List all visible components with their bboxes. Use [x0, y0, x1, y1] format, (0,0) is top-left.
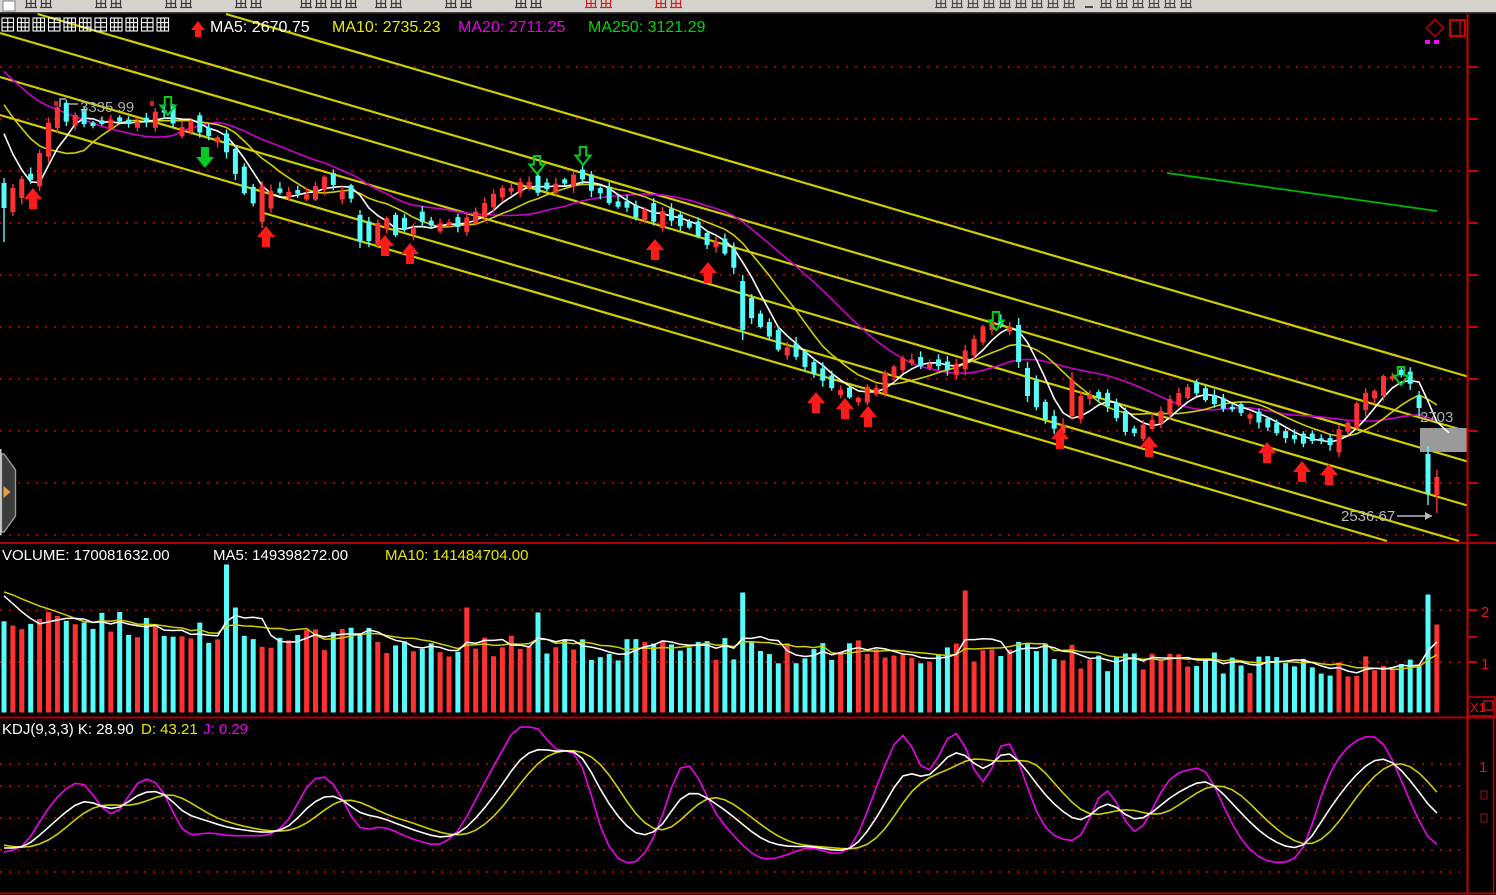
svg-text:MA10: 2735.23: MA10: 2735.23 [332, 19, 441, 36]
svg-text:2703: 2703 [1420, 409, 1453, 426]
svg-text:MA10: 141484704.00: MA10: 141484704.00 [385, 547, 528, 564]
svg-text:J: 0.29: J: 0.29 [203, 721, 248, 738]
svg-text:MA250: 3121.29: MA250: 3121.29 [588, 19, 706, 36]
svg-text:MA5: 2670.75: MA5: 2670.75 [210, 19, 310, 36]
svg-text:MA5: 149398272.00: MA5: 149398272.00 [213, 547, 348, 564]
svg-text:MA20: 2711.25: MA20: 2711.25 [458, 19, 565, 36]
svg-text:VOLUME: 170081632.00: VOLUME: 170081632.00 [2, 547, 170, 564]
svg-text:2: 2 [1481, 604, 1489, 621]
svg-text:X1: X1 [1470, 700, 1486, 715]
svg-text:2536.67: 2536.67 [1341, 508, 1395, 525]
svg-text:3335.99: 3335.99 [80, 99, 134, 116]
svg-text:1: 1 [1479, 759, 1487, 776]
svg-text:D: 43.21: D: 43.21 [141, 721, 198, 738]
svg-text:1: 1 [1481, 656, 1489, 673]
svg-text:KDJ(9,3,3) K: 28.90: KDJ(9,3,3) K: 28.90 [2, 721, 134, 738]
